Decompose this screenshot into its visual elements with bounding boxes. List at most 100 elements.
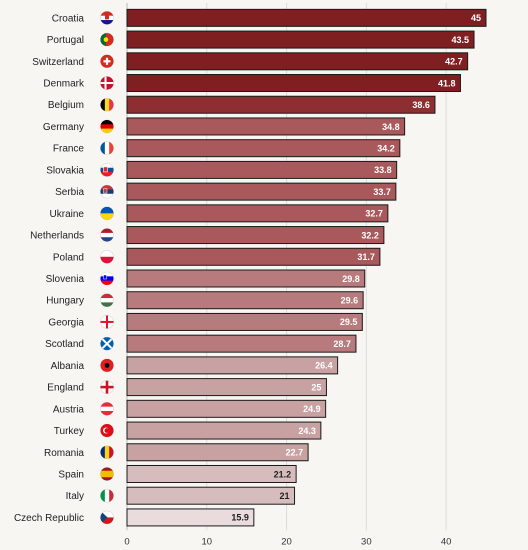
bar bbox=[126, 312, 363, 331]
value-label: 43.5 bbox=[452, 35, 470, 45]
bar bbox=[126, 486, 296, 505]
category-label: Spain bbox=[58, 469, 84, 480]
bar bbox=[126, 30, 475, 49]
value-label: 24.3 bbox=[298, 426, 316, 436]
value-label: 33.7 bbox=[373, 187, 391, 197]
value-label: 26.4 bbox=[315, 361, 333, 371]
bar bbox=[126, 399, 327, 418]
bar bbox=[126, 291, 364, 310]
serbia-flag-icon bbox=[100, 185, 114, 199]
france-flag-icon bbox=[100, 141, 114, 155]
bar bbox=[126, 204, 389, 223]
croatia-flag-icon bbox=[100, 11, 114, 25]
value-label: 21.2 bbox=[274, 469, 292, 479]
bar bbox=[126, 95, 436, 114]
bar bbox=[126, 52, 469, 71]
category-label: Germany bbox=[43, 122, 84, 133]
bar-row: Romania 22.7 bbox=[44, 443, 309, 462]
value-label: 45 bbox=[471, 13, 481, 23]
spain-flag-icon bbox=[100, 467, 114, 481]
bar-row: Netherlands 32.2 bbox=[30, 226, 385, 245]
bar bbox=[126, 117, 406, 136]
category-label: Belgium bbox=[48, 100, 84, 111]
bar-row: Poland 31.7 bbox=[53, 247, 381, 266]
bar-row: Belgium 38.6 bbox=[48, 95, 436, 114]
netherlands-flag-icon bbox=[100, 228, 114, 242]
austria-flag-icon bbox=[100, 402, 114, 416]
category-label: Czech Republic bbox=[14, 513, 84, 524]
bar-row: Denmark 41.8 bbox=[43, 74, 461, 93]
bar-row: England 25 bbox=[47, 378, 327, 397]
bar-row: Portugal 43.5 bbox=[47, 30, 475, 49]
italy-flag-icon bbox=[100, 489, 114, 503]
bar-row: Turkey 24.3 bbox=[54, 421, 322, 440]
value-label: 34.2 bbox=[377, 143, 395, 153]
bar-row: Scotland 28.7 bbox=[45, 334, 357, 353]
value-label: 29.8 bbox=[342, 274, 360, 284]
bar bbox=[126, 443, 309, 462]
bar bbox=[126, 74, 461, 93]
bar-row: Italy 21 bbox=[66, 486, 296, 505]
bar-row: Slovakia 33.8 bbox=[46, 160, 398, 179]
x-tick-label: 20 bbox=[281, 536, 292, 547]
value-label: 38.6 bbox=[412, 100, 430, 110]
bar-row: Hungary 29.6 bbox=[46, 291, 364, 310]
category-label: Georgia bbox=[48, 317, 84, 328]
value-label: 29.5 bbox=[340, 317, 358, 327]
bar bbox=[126, 8, 487, 27]
value-label: 24.9 bbox=[303, 404, 321, 414]
category-label: Portugal bbox=[47, 35, 84, 46]
value-label: 22.7 bbox=[286, 448, 304, 458]
bar bbox=[126, 182, 397, 201]
category-label: Croatia bbox=[52, 13, 85, 24]
albania-flag-icon bbox=[100, 358, 114, 372]
value-label: 21 bbox=[280, 491, 290, 501]
bar-row: Serbia 33.7 bbox=[55, 182, 397, 201]
bar bbox=[126, 139, 401, 158]
england-flag-icon bbox=[100, 380, 114, 394]
bar-row: Austria 24.9 bbox=[53, 399, 327, 418]
value-label: 31.7 bbox=[357, 252, 375, 262]
value-label: 25 bbox=[311, 382, 321, 392]
category-label: Albania bbox=[51, 361, 85, 372]
category-label: Netherlands bbox=[30, 231, 84, 242]
switzerland-flag-icon bbox=[100, 54, 114, 68]
value-label: 34.8 bbox=[382, 122, 400, 132]
value-label: 29.6 bbox=[341, 296, 359, 306]
x-tick-label: 40 bbox=[441, 536, 452, 547]
category-label: England bbox=[47, 383, 84, 394]
georgia-flag-icon bbox=[100, 315, 114, 329]
category-label: Turkey bbox=[54, 426, 84, 437]
category-label: Austria bbox=[53, 404, 85, 415]
bar-row: Switzerland 42.7 bbox=[32, 52, 469, 71]
category-label: Ukraine bbox=[50, 209, 85, 220]
value-label: 42.7 bbox=[445, 57, 463, 67]
value-label: 32.2 bbox=[361, 230, 379, 240]
bar-row: Albania 26.4 bbox=[51, 356, 339, 375]
denmark-flag-icon bbox=[100, 76, 114, 90]
category-label: Serbia bbox=[55, 187, 84, 198]
category-label: Romania bbox=[44, 448, 84, 459]
bars-group: Croatia 45 Portugal 43.5 Switzerland 42.7 Denm… bbox=[14, 8, 487, 527]
x-tick-label: 10 bbox=[201, 536, 212, 547]
category-label: Slovenia bbox=[46, 274, 85, 285]
bar-row: Georgia 29.5 bbox=[48, 312, 363, 331]
value-label: 41.8 bbox=[438, 78, 456, 88]
czech-republic-flag-icon bbox=[100, 510, 114, 524]
slovenia-flag-icon bbox=[100, 272, 114, 285]
x-tick-label: 0 bbox=[124, 536, 129, 547]
category-label: Switzerland bbox=[32, 57, 84, 68]
ukraine-flag-icon bbox=[100, 206, 114, 220]
bar bbox=[126, 356, 339, 375]
bar bbox=[126, 226, 385, 245]
hungary-flag-icon bbox=[100, 293, 114, 307]
bar-row: Germany 34.8 bbox=[43, 117, 406, 136]
value-label: 28.7 bbox=[333, 339, 351, 349]
bar-row: Croatia 45 bbox=[52, 8, 487, 27]
bar bbox=[126, 269, 366, 288]
category-label: Scotland bbox=[45, 339, 84, 350]
category-label: Italy bbox=[66, 491, 84, 502]
x-tick-label: 30 bbox=[361, 536, 372, 547]
value-label: 32.7 bbox=[365, 209, 383, 219]
